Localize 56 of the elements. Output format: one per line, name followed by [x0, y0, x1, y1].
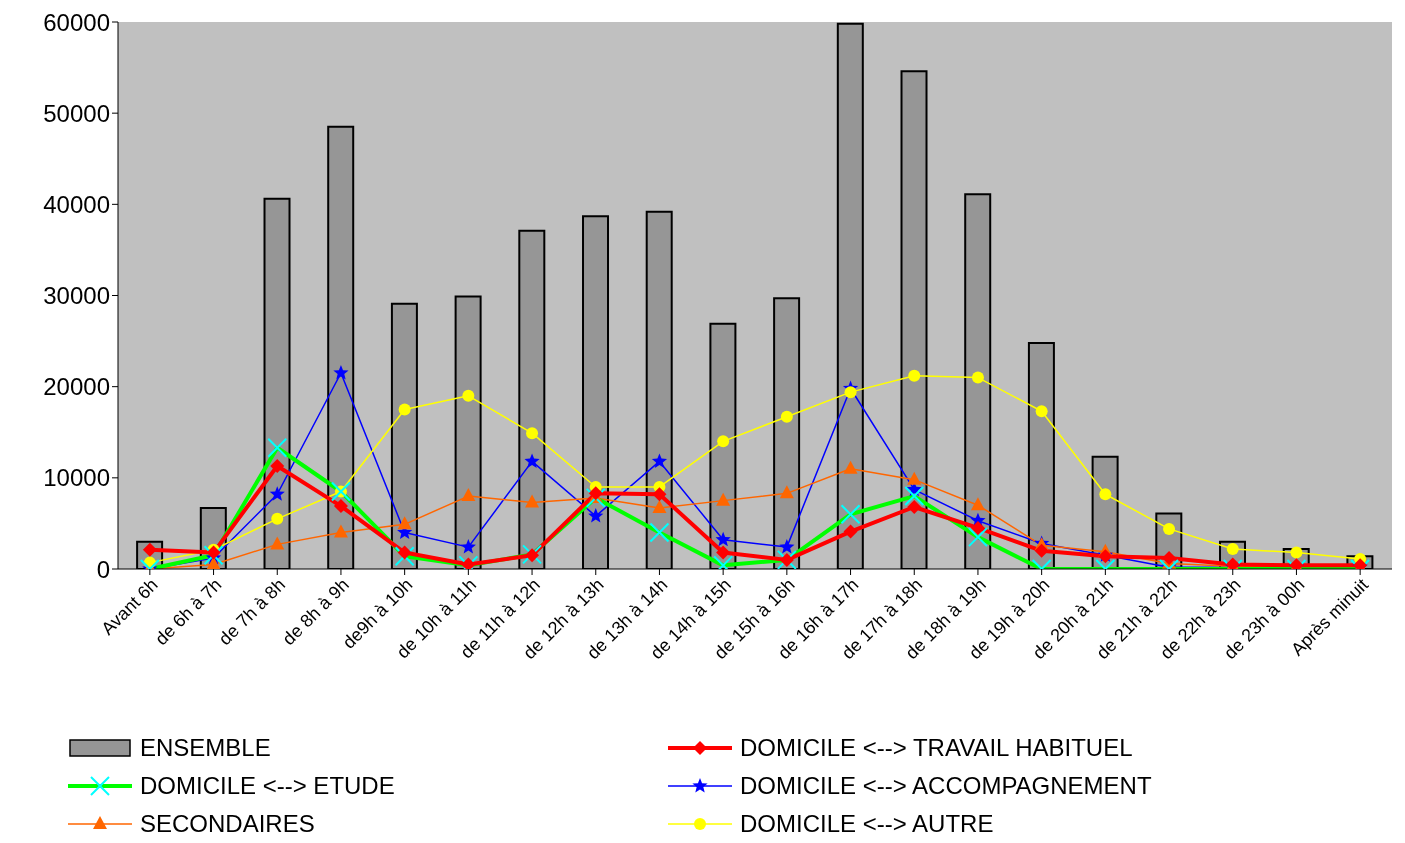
point [206, 556, 221, 569]
point [779, 485, 794, 499]
legend-label: DOMICILE <--> TRAVAIL HABITUEL [740, 734, 1133, 762]
point [971, 371, 984, 384]
point [779, 539, 795, 554]
point [270, 458, 285, 473]
point [908, 369, 921, 382]
point [524, 453, 540, 468]
point [970, 520, 985, 535]
point [270, 536, 285, 550]
point [1162, 551, 1177, 566]
legend-label: DOMICILE <--> ETUDE [140, 772, 395, 800]
point [462, 389, 475, 402]
legend-label: DOMICILE <--> ACCOMPAGNEMENT [740, 772, 1152, 800]
point [716, 492, 731, 506]
point [333, 364, 349, 380]
point [717, 435, 730, 448]
y-tick-label: 40000 [43, 190, 110, 218]
point [716, 545, 731, 560]
point [526, 427, 539, 440]
point [907, 471, 922, 485]
legend-label: DOMICILE <--> AUTRE [740, 810, 994, 838]
point [206, 545, 221, 560]
point [333, 499, 348, 514]
legend-label: ENSEMBLE [140, 734, 271, 762]
point [1035, 405, 1048, 418]
y-tick-label: 20000 [43, 373, 110, 401]
y-tick-label: 60000 [43, 8, 110, 36]
point [843, 460, 858, 474]
point [588, 508, 604, 523]
point [269, 486, 285, 501]
point [907, 500, 922, 515]
point [970, 497, 985, 511]
y-tick-label: 0 [96, 555, 110, 583]
point [843, 524, 858, 539]
point [525, 494, 540, 508]
point [1034, 543, 1049, 558]
point [398, 403, 411, 416]
point [460, 539, 476, 554]
point [333, 524, 348, 538]
point [652, 499, 667, 513]
point [844, 386, 857, 399]
y-tick-label: 10000 [43, 464, 110, 492]
legend-label: SECONDAIRES [140, 810, 315, 838]
y-tick-label: 30000 [43, 282, 110, 310]
point [715, 531, 731, 547]
point [652, 487, 667, 502]
point [397, 545, 412, 560]
point [780, 410, 793, 423]
point [1163, 522, 1176, 535]
point [271, 512, 284, 525]
point [397, 516, 412, 530]
y-tick-label: 50000 [43, 99, 110, 127]
point [461, 488, 476, 502]
point [651, 453, 668, 468]
point [1099, 488, 1112, 501]
